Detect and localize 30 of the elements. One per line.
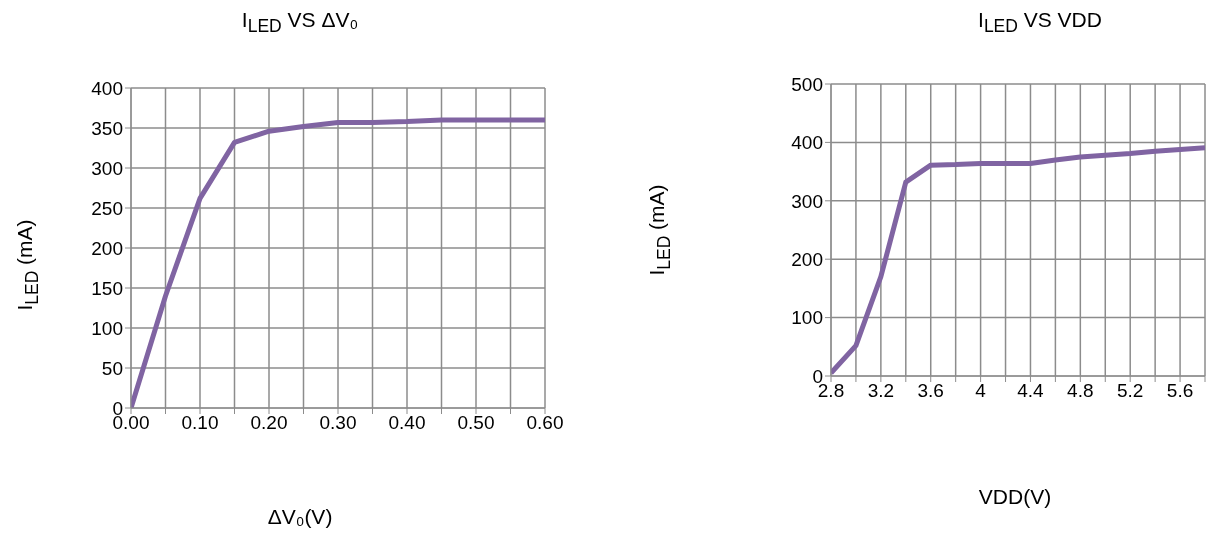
y-tick-label: 200: [791, 248, 823, 270]
x-tick-label: 4.4: [1017, 380, 1045, 402]
x-tick-label: 5.2: [1116, 380, 1144, 402]
y-tick-label: 100: [791, 307, 823, 329]
x-tick-label: 3.6: [917, 380, 944, 402]
x-tick-label: 0.40: [388, 412, 426, 434]
y-tick-label: 100: [91, 317, 123, 339]
x-tick-label: 0.50: [457, 412, 495, 434]
x-tick-label: 0.20: [250, 412, 288, 434]
y-tick-label: 300: [791, 190, 823, 212]
y-tick-label: 300: [91, 157, 123, 179]
y-tick-label: 350: [91, 117, 123, 139]
y-tick-label: 400: [91, 77, 123, 99]
chart-title: I$_{LED}$ VS VDD: [978, 8, 1102, 38]
x-tick-label: 0.60: [526, 412, 564, 434]
x-tick-label: 0.30: [319, 412, 357, 434]
y-tick-label: 50: [101, 357, 123, 379]
x-axis-title: ΔV₀(V): [267, 505, 333, 529]
x-tick-label: 5.6: [1166, 380, 1194, 402]
y-tick-label: 200: [91, 237, 123, 259]
x-tick-label: 4.8: [1067, 380, 1094, 402]
y-tick-label: 250: [91, 197, 123, 219]
x-tick-label: 4: [975, 380, 987, 402]
x-tick-label: 0.10: [181, 412, 219, 434]
x-axis-title: VDD(V): [978, 485, 1052, 509]
y-tick-label: 150: [91, 277, 123, 299]
chart-title: I$_{LED}$ VS ΔV₀: [241, 8, 359, 38]
y-tick-label: 400: [791, 132, 823, 154]
x-tick-label: 3.2: [867, 380, 895, 402]
y-tick-label: 500: [791, 73, 823, 95]
